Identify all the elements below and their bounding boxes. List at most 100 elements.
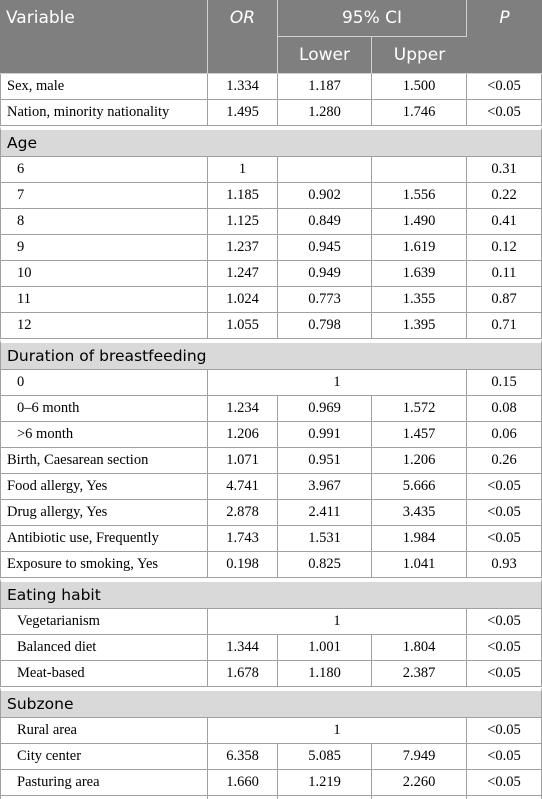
- upper-cell: 1.395: [372, 313, 468, 339]
- table-row: Birth, Caesarean section 1.071 0.951 1.206 0…: [0, 448, 542, 474]
- lower-cell: 1.187: [278, 74, 372, 100]
- section-row: Duration of breastfeeding: [0, 339, 542, 370]
- variable-cell: 0: [0, 370, 208, 396]
- variable-cell: Pasturing area: [0, 770, 208, 796]
- p-cell: 0.12: [467, 235, 542, 261]
- header-cell: OR: [208, 0, 278, 74]
- p-cell: <0.05: [467, 474, 542, 500]
- p-cell: 0.26: [467, 448, 542, 474]
- variable-cell: Exposure to smoking, Yes: [0, 552, 208, 578]
- section-row: Age: [0, 126, 542, 157]
- variable-cell: Other: [0, 796, 208, 799]
- variable-cell: >6 month: [0, 422, 208, 448]
- upper-cell: 1.500: [372, 74, 468, 100]
- section-title: Age: [0, 126, 542, 157]
- lower-cell: 5.085: [278, 744, 372, 770]
- or-cell: 1.071: [208, 448, 278, 474]
- header-cell: Lower: [278, 37, 372, 74]
- section-row: Eating habit: [0, 578, 542, 609]
- p-cell: <0.05: [467, 100, 542, 126]
- upper-cell: 7.949: [372, 744, 468, 770]
- lower-cell: 1.180: [278, 661, 372, 687]
- or-cell: 1.660: [208, 770, 278, 796]
- p-cell: <0.05: [467, 718, 542, 744]
- or-cell: 1.678: [208, 661, 278, 687]
- lower-cell: 0.951: [278, 448, 372, 474]
- p-cell: <0.05: [467, 661, 542, 687]
- upper-cell: 2.260: [372, 770, 468, 796]
- or-cell: 1: [208, 157, 278, 183]
- header-cell: Variable: [0, 0, 208, 74]
- lower-cell: 3.702: [278, 796, 372, 799]
- upper-cell: 1.556: [372, 183, 468, 209]
- variable-cell: Meat-based: [0, 661, 208, 687]
- lower-cell: 0.849: [278, 209, 372, 235]
- lower-cell: 0.969: [278, 396, 372, 422]
- or-cell: 1.344: [208, 635, 278, 661]
- table-row: Sex, male 1.334 1.187 1.500 <0.05: [0, 74, 542, 100]
- or-cell: 0.198: [208, 552, 278, 578]
- variable-cell: 7: [0, 183, 208, 209]
- section-title: Duration of breastfeeding: [0, 339, 542, 370]
- table-header: Variable OR 95% CI P Lower Upper: [0, 0, 542, 74]
- p-cell: 0.11: [467, 261, 542, 287]
- variable-cell: Antibiotic use, Frequently: [0, 526, 208, 552]
- lower-cell: 1.219: [278, 770, 372, 796]
- p-cell: 0.06: [467, 422, 542, 448]
- reference-cell: 1: [208, 718, 468, 744]
- or-cell: 1.334: [208, 74, 278, 100]
- p-cell: 0.15: [467, 370, 542, 396]
- or-cell: 1.055: [208, 313, 278, 339]
- upper-cell: 1.457: [372, 422, 468, 448]
- or-cell: 1.125: [208, 209, 278, 235]
- upper-cell: 1.041: [372, 552, 468, 578]
- section-row: Subzone: [0, 687, 542, 718]
- p-cell: 0.08: [467, 396, 542, 422]
- or-cell: 1.743: [208, 526, 278, 552]
- variable-cell: Nation, minority nationality: [0, 100, 208, 126]
- table-row: 0 1 0.15: [0, 370, 542, 396]
- table-row: 7 1.185 0.902 1.556 0.22: [0, 183, 542, 209]
- table-row: 9 1.237 0.945 1.619 0.12: [0, 235, 542, 261]
- upper-cell: 3.435: [372, 500, 468, 526]
- upper-cell: 2.387: [372, 661, 468, 687]
- p-cell: <0.05: [467, 500, 542, 526]
- or-cell: 4.689: [208, 796, 278, 799]
- p-cell: 0.93: [467, 552, 542, 578]
- upper-cell: 1.355: [372, 287, 468, 313]
- lower-cell: 0.945: [278, 235, 372, 261]
- or-cell: 1.247: [208, 261, 278, 287]
- or-cell: 1.234: [208, 396, 278, 422]
- variable-cell: Rural area: [0, 718, 208, 744]
- table-row: Vegetarianism 1 <0.05: [0, 609, 542, 635]
- table-body: Sex, male 1.334 1.187 1.500 <0.05 Nation, min…: [0, 74, 542, 799]
- variable-cell: 11: [0, 287, 208, 313]
- variable-cell: 0–6 month: [0, 396, 208, 422]
- p-cell: <0.05: [467, 526, 542, 552]
- variable-cell: Balanced diet: [0, 635, 208, 661]
- table-row: Antibiotic use, Frequently 1.743 1.531 1.98…: [0, 526, 542, 552]
- upper-cell: 1.572: [372, 396, 468, 422]
- table-row: Exposure to smoking, Yes 0.198 0.825 1.041 0…: [0, 552, 542, 578]
- variable-cell: 12: [0, 313, 208, 339]
- lower-cell: 1.001: [278, 635, 372, 661]
- upper-cell: 1.619: [372, 235, 468, 261]
- p-cell: <0.05: [467, 74, 542, 100]
- upper-cell: [372, 157, 468, 183]
- lower-cell: 0.825: [278, 552, 372, 578]
- table-row: Nation, minority nationality 1.495 1.280 1.…: [0, 100, 542, 126]
- upper-cell: 1.206: [372, 448, 468, 474]
- p-cell: 0.22: [467, 183, 542, 209]
- p-cell: <0.05: [467, 635, 542, 661]
- lower-cell: 3.967: [278, 474, 372, 500]
- or-cell: 1.495: [208, 100, 278, 126]
- or-cell: 1.024: [208, 287, 278, 313]
- upper-cell: 1.490: [372, 209, 468, 235]
- p-cell: 0.41: [467, 209, 542, 235]
- variable-cell: 8: [0, 209, 208, 235]
- upper-cell: 1.639: [372, 261, 468, 287]
- table-row: Balanced diet 1.344 1.001 1.804 <0.05: [0, 635, 542, 661]
- variable-cell: Vegetarianism: [0, 609, 208, 635]
- table-row: Meat-based 1.678 1.180 2.387 <0.05: [0, 661, 542, 687]
